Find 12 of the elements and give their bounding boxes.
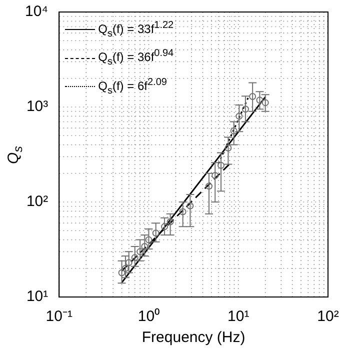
- x-axis-title: Frequency (Hz): [142, 329, 246, 346]
- legend-label: Q$_{s}$(f) = 36f$^{0.94}$: [98, 48, 174, 68]
- x-tick-label: 10²: [317, 308, 339, 326]
- legend-label: Q$_{s}$(f) = 6f$^{2.09}$: [98, 76, 167, 96]
- y-tick-label: 10⁴: [24, 3, 48, 20]
- x-tick-label: 10⁻¹: [46, 308, 72, 326]
- y-tick-label: 10¹: [26, 288, 48, 306]
- x-tick-label: 10¹: [228, 308, 250, 326]
- y-tick-label: 10²: [26, 193, 48, 210]
- y-tick-label: 10³: [26, 98, 48, 116]
- legend-label: Q$_{s}$(f) = 33f$^{1.22}$: [98, 20, 174, 40]
- x-tick-label: 10⁰: [138, 308, 160, 326]
